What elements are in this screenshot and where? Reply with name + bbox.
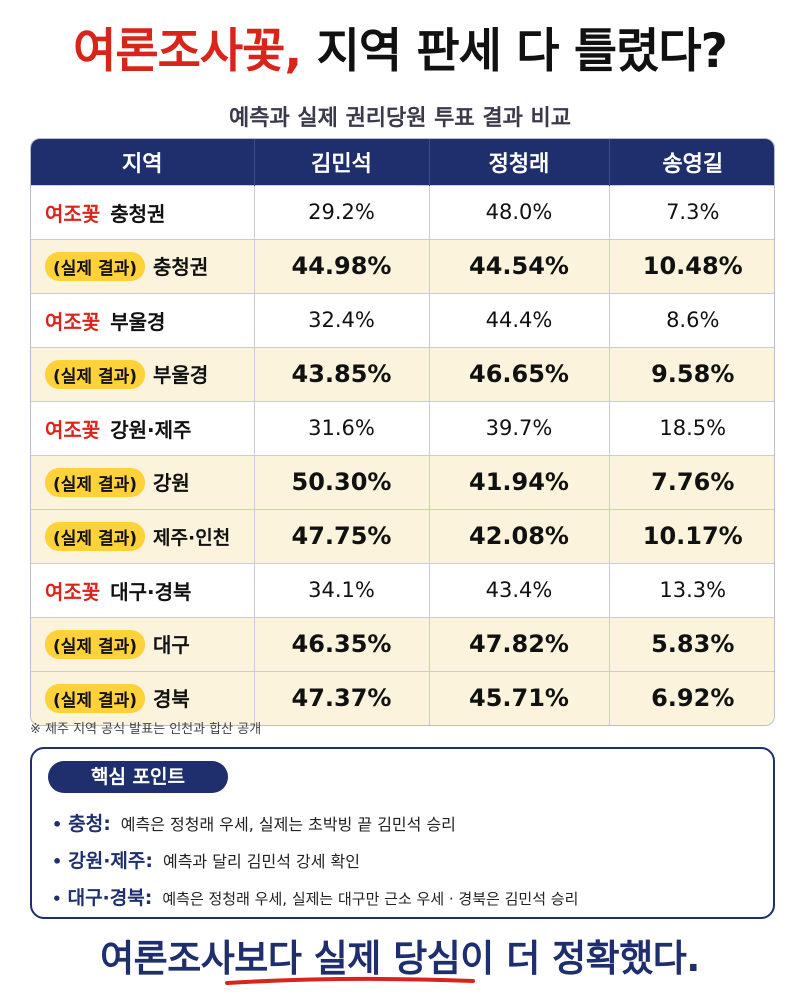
header-song: 송영길	[609, 139, 774, 185]
value-song: 10.48%	[609, 238, 774, 293]
key-point-label: 대구·경북:	[67, 887, 153, 909]
value-jung: 48.0%	[429, 184, 610, 239]
value-jung: 42.08%	[429, 508, 610, 563]
table-row: (실제 결과) 강원 50.30% 41.94% 7.76%	[31, 454, 774, 509]
red-underline-stroke	[225, 976, 475, 985]
actual-result-badge: (실제 결과)	[45, 521, 146, 551]
value-kim: 44.98%	[254, 238, 430, 293]
row-label: (실제 결과) 제주·인천	[31, 508, 255, 563]
value-jung: 44.4%	[429, 292, 610, 347]
survey-tag: 여조꽃	[45, 579, 101, 604]
key-points-box: 핵심 포인트 • 충청: 예측은 정청래 우세, 실제는 초박빙 끝 김민석 승리 …	[30, 747, 775, 919]
value-kim: 47.75%	[254, 508, 430, 563]
header-region: 지역	[31, 139, 255, 185]
region-name: 대구	[153, 633, 190, 657]
key-point-item: • 대구·경북: 예측은 정청래 우세, 실제는 대구만 근소 우세 · 경북은 김…	[52, 883, 578, 910]
table-row: (실제 결과) 부울경 43.85% 46.65% 9.58%	[31, 346, 774, 401]
page-title: 여론조사꽃, 지역 판세 다 틀렸다?	[0, 12, 800, 81]
value-kim: 31.6%	[254, 400, 430, 455]
value-song: 7.76%	[609, 454, 774, 509]
table-row: 여조꽃 충청권 29.2% 48.0% 7.3%	[31, 184, 774, 239]
table-row: 여조꽃 대구·경북 34.1% 43.4% 13.3%	[31, 562, 774, 617]
value-kim: 29.2%	[254, 184, 430, 239]
region-name: 대구·경북	[110, 579, 192, 604]
value-kim: 32.4%	[254, 292, 430, 347]
value-song: 18.5%	[609, 400, 774, 455]
key-point-text: 예측은 정청래 우세, 실제는 초박빙 끝 김민석 승리	[120, 815, 456, 834]
page-subtitle: 예측과 실제 권리당원 투표 결과 비교	[229, 106, 571, 131]
header-jung: 정청래	[429, 139, 610, 185]
value-song: 5.83%	[609, 616, 774, 671]
region-name: 부울경	[110, 309, 166, 334]
table-row: (실제 결과) 충청권 44.98% 44.54% 10.48%	[31, 238, 774, 293]
table-header-row: 지역 김민석 정청래 송영길	[31, 139, 774, 185]
table-row: 여조꽃 부울경 32.4% 44.4% 8.6%	[31, 292, 774, 347]
table-row: (실제 결과) 경북 47.37% 45.71% 6.92%	[31, 670, 774, 725]
key-point-item: • 강원·제주: 예측과 달리 김민석 강세 확인	[52, 846, 360, 873]
value-song: 9.58%	[609, 346, 774, 401]
region-name: 제주·인천	[153, 526, 231, 549]
row-label: (실제 결과) 경북	[31, 670, 255, 725]
key-point-item: • 충청: 예측은 정청래 우세, 실제는 초박빙 끝 김민석 승리	[52, 809, 456, 836]
region-name: 부울경	[153, 363, 209, 387]
value-jung: 45.71%	[429, 670, 610, 725]
conclusion-text: 여론조사보다 실제 당심이 더 정확했다.	[100, 937, 700, 980]
key-point-label: 충청:	[68, 813, 111, 835]
row-label: (실제 결과) 부울경	[31, 346, 255, 401]
region-name: 강원·제주	[110, 417, 192, 442]
value-jung: 41.94%	[429, 454, 610, 509]
table-row: 여조꽃 강원·제주 31.6% 39.7% 18.5%	[31, 400, 774, 455]
region-name: 경북	[153, 687, 190, 712]
value-song: 7.3%	[609, 184, 774, 239]
row-label: (실제 결과) 대구	[31, 616, 255, 671]
value-jung: 39.7%	[429, 400, 610, 455]
value-kim: 46.35%	[254, 616, 430, 671]
row-label: 여조꽃 강원·제주	[31, 400, 255, 455]
value-jung: 43.4%	[429, 562, 610, 617]
region-name: 강원	[153, 471, 190, 495]
key-points-title: 핵심 포인트	[48, 761, 228, 793]
table-row: (실제 결과) 대구 46.35% 47.82% 5.83%	[31, 616, 774, 671]
table-row: (실제 결과) 제주·인천 47.75% 42.08% 10.17%	[31, 508, 774, 563]
bullet-icon: •	[52, 852, 63, 871]
actual-result-badge: (실제 결과)	[45, 252, 146, 281]
footnote: ※ 제주 지역 공식 발표는 인천과 합산 공개	[30, 722, 262, 737]
header-kim: 김민석	[254, 139, 430, 185]
title-highlight: 여론조사꽃,	[73, 24, 302, 79]
value-jung: 44.54%	[429, 238, 610, 293]
key-point-text: 예측은 정청래 우세, 실제는 대구만 근소 우세 · 경북은 김민석 승리	[162, 890, 579, 908]
value-song: 10.17%	[609, 508, 774, 563]
comparison-table: 지역 김민석 정청래 송영길 여조꽃 충청권 29.2% 48.0% 7.3% (…	[30, 138, 775, 726]
bullet-icon: •	[52, 815, 63, 834]
actual-result-badge: (실제 결과)	[45, 468, 146, 497]
value-jung: 46.65%	[429, 346, 610, 401]
value-song: 6.92%	[609, 670, 774, 725]
key-point-text: 예측과 달리 김민석 강세 확인	[162, 852, 360, 871]
row-label: 여조꽃 충청권	[31, 184, 255, 239]
value-song: 8.6%	[609, 292, 774, 347]
row-label: 여조꽃 부울경	[31, 292, 255, 347]
value-kim: 34.1%	[254, 562, 430, 617]
survey-tag: 여조꽃	[45, 201, 101, 226]
row-label: (실제 결과) 강원	[31, 454, 255, 509]
value-kim: 43.85%	[254, 346, 430, 401]
row-label: (실제 결과) 충청권	[31, 238, 255, 293]
value-kim: 47.37%	[254, 670, 430, 725]
title-main: 지역 판세 다 틀렸다?	[316, 24, 728, 79]
value-jung: 47.82%	[429, 616, 610, 671]
region-name: 충청권	[110, 201, 166, 226]
survey-tag: 여조꽃	[45, 309, 101, 334]
actual-result-badge: (실제 결과)	[45, 684, 146, 714]
key-point-label: 강원·제주:	[68, 850, 153, 872]
actual-result-badge: (실제 결과)	[45, 360, 146, 389]
value-song: 13.3%	[609, 562, 774, 617]
row-label: 여조꽃 대구·경북	[31, 562, 255, 617]
value-kim: 50.30%	[254, 454, 430, 509]
region-name: 충청권	[153, 255, 209, 279]
actual-result-badge: (실제 결과)	[45, 630, 146, 659]
survey-tag: 여조꽃	[45, 417, 101, 442]
bullet-icon: •	[52, 890, 62, 908]
